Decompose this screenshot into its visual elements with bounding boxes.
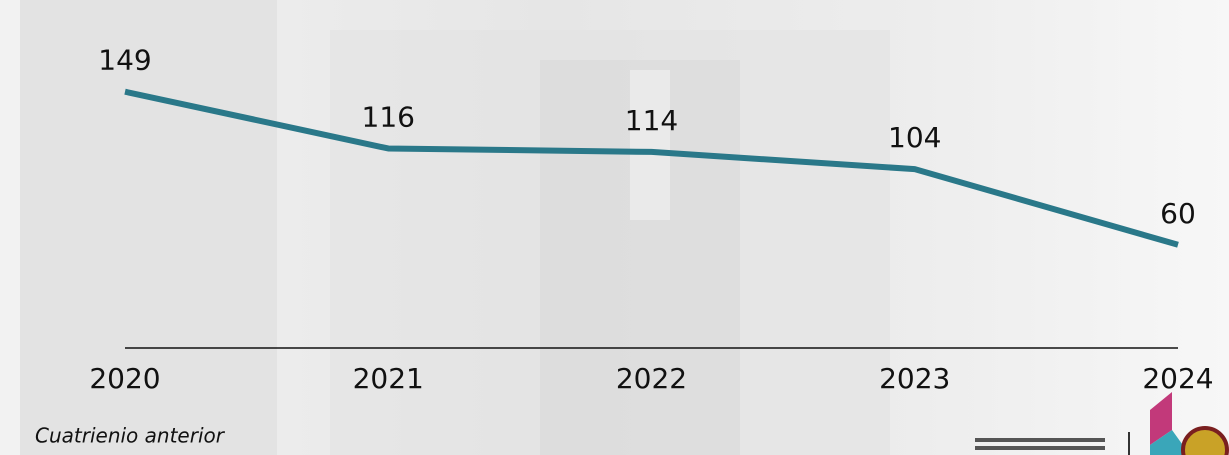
- data-label: 60: [1160, 197, 1196, 230]
- logo-divider: [1128, 432, 1130, 455]
- previous-term-band: [20, 0, 277, 455]
- data-label: 114: [625, 104, 678, 137]
- data-label: 116: [362, 100, 415, 133]
- data-label: 104: [888, 121, 941, 154]
- logo-text-line: [975, 446, 1105, 450]
- data-line: [124, 88, 1179, 248]
- x-tick-label: 2024: [1142, 362, 1213, 395]
- x-tick-label: 2022: [616, 362, 687, 395]
- x-tick-label: 2020: [89, 362, 160, 395]
- annotation: Cuatrienio anterior: [35, 424, 226, 448]
- logo-shape: [1150, 430, 1190, 455]
- data-label: 149: [98, 44, 151, 77]
- logo-seal: [1181, 426, 1229, 455]
- logo-shape: [1150, 392, 1172, 445]
- background-window: [630, 70, 670, 220]
- x-tick-label: 2021: [353, 362, 424, 395]
- x-tick-label: 2023: [879, 362, 950, 395]
- logo: [975, 392, 1229, 455]
- logo-text-line: [975, 438, 1105, 442]
